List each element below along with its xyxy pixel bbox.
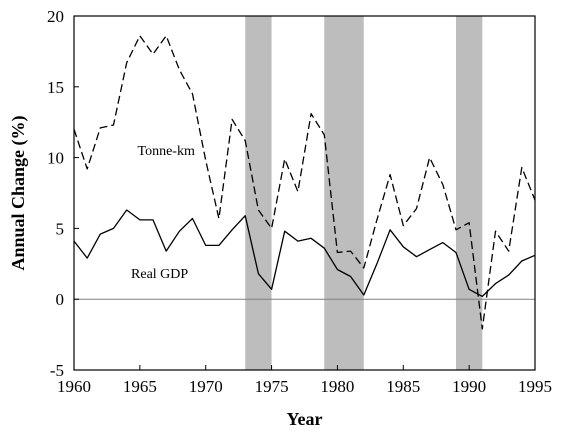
- x-tick-label: 1990: [452, 377, 486, 396]
- recession-band: [455, 16, 483, 370]
- y-tick-label: 20: [47, 7, 64, 26]
- x-axis-title: Year: [287, 409, 323, 429]
- series-labels: Tonne-km Real GDP: [131, 144, 195, 282]
- x-tick-label: 1975: [255, 377, 289, 396]
- x-tick-label: 1980: [320, 377, 354, 396]
- x-tick-label: 1960: [57, 377, 91, 396]
- plot-frame: [73, 15, 536, 371]
- series-label: Real GDP: [131, 267, 188, 282]
- series-lines: [73, 35, 536, 330]
- y-tick-label: 10: [47, 149, 64, 168]
- tonne-km-line: [73, 35, 536, 330]
- x-tick-label: 1965: [123, 377, 157, 396]
- series-label: Tonne-km: [138, 144, 195, 159]
- x-tick-label: 1985: [386, 377, 420, 396]
- recession-bands: [245, 16, 483, 370]
- real-gdp-line: [73, 209, 536, 298]
- y-tick-label: 15: [47, 78, 64, 97]
- y-tick-label: 5: [56, 219, 65, 238]
- y-axis-ticks: -5 0 5 10 15 20: [47, 7, 79, 380]
- y-axis-title: Annual Change (%): [8, 115, 29, 270]
- x-tick-label: 1995: [518, 377, 552, 396]
- y-tick-label: 0: [56, 290, 65, 309]
- x-axis-ticks: 1960 1965 1970 1975 1980 1985 1990 1995: [57, 365, 552, 396]
- y-tick-label: -5: [50, 361, 64, 380]
- recession-band: [245, 16, 272, 370]
- x-tick-label: 1970: [189, 377, 223, 396]
